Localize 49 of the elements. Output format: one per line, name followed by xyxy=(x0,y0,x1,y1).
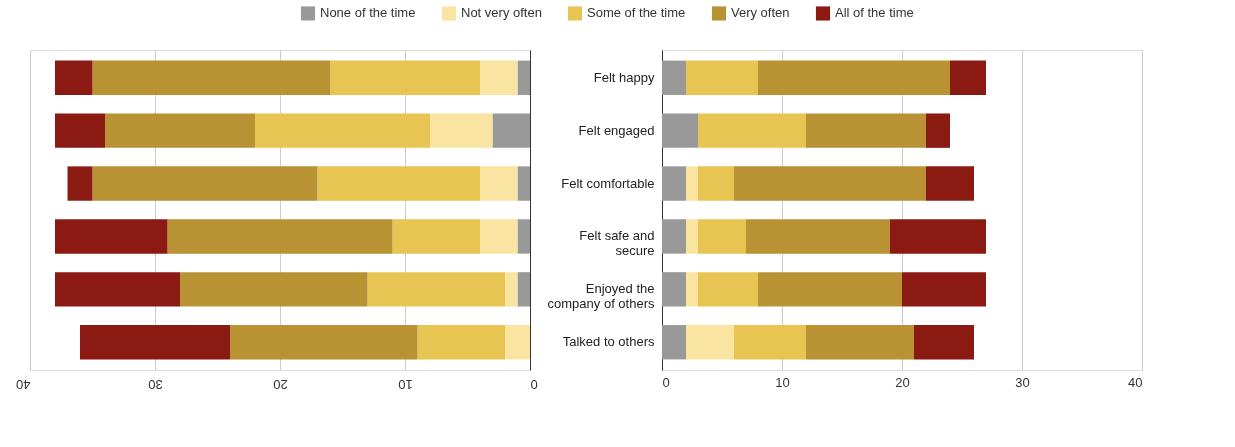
y-tick-label: Felt engaged xyxy=(578,122,655,138)
bar xyxy=(926,166,974,201)
bar xyxy=(926,113,950,148)
bar xyxy=(686,60,758,95)
x-tick-label: 20 xyxy=(273,376,288,392)
bar xyxy=(662,272,686,307)
bar xyxy=(950,60,986,95)
bar xyxy=(734,325,806,360)
legend-label: Not very often xyxy=(461,5,542,21)
bar xyxy=(686,325,734,360)
bar xyxy=(662,325,686,360)
bar xyxy=(758,60,950,95)
legend-label: All of the time xyxy=(835,5,914,21)
bar xyxy=(662,166,686,201)
bar xyxy=(686,219,698,254)
y-tick-label: Felt safe and secure xyxy=(579,228,655,259)
bar xyxy=(698,219,746,254)
x-tick-label: 10 xyxy=(775,374,790,390)
bar xyxy=(686,166,698,201)
bar xyxy=(662,60,686,95)
bar xyxy=(662,113,698,148)
bar xyxy=(698,166,734,201)
bar xyxy=(758,272,902,307)
x-tick-label: 40 xyxy=(16,376,31,392)
x-tick-label: 10 xyxy=(398,376,413,392)
y-tick-label: Felt happy xyxy=(593,69,655,85)
x-tick-label: 30 xyxy=(148,376,163,392)
bar xyxy=(686,272,698,307)
legend-label: None of the time xyxy=(320,5,416,21)
bar xyxy=(698,272,758,307)
legend-label: Very often xyxy=(731,5,790,21)
x-tick-label: 0 xyxy=(662,374,670,390)
bar xyxy=(662,219,686,254)
y-tick-label: Felt comfortable xyxy=(561,175,655,191)
legend-label: Some of the time xyxy=(587,5,686,21)
bar xyxy=(734,166,926,201)
bar xyxy=(914,325,974,360)
bar xyxy=(806,113,926,148)
x-tick-label: 0 xyxy=(530,376,538,392)
bar xyxy=(806,325,914,360)
x-tick-label: 20 xyxy=(895,374,910,390)
y-tick-label: Talked to others xyxy=(562,334,655,350)
bar xyxy=(890,219,986,254)
x-tick-label: 30 xyxy=(1015,374,1030,390)
x-tick-label: 40 xyxy=(1128,374,1143,390)
bar xyxy=(902,272,986,307)
bar xyxy=(746,219,890,254)
y-tick-label: Enjoyed the company of others xyxy=(547,281,655,312)
bar xyxy=(698,113,806,148)
